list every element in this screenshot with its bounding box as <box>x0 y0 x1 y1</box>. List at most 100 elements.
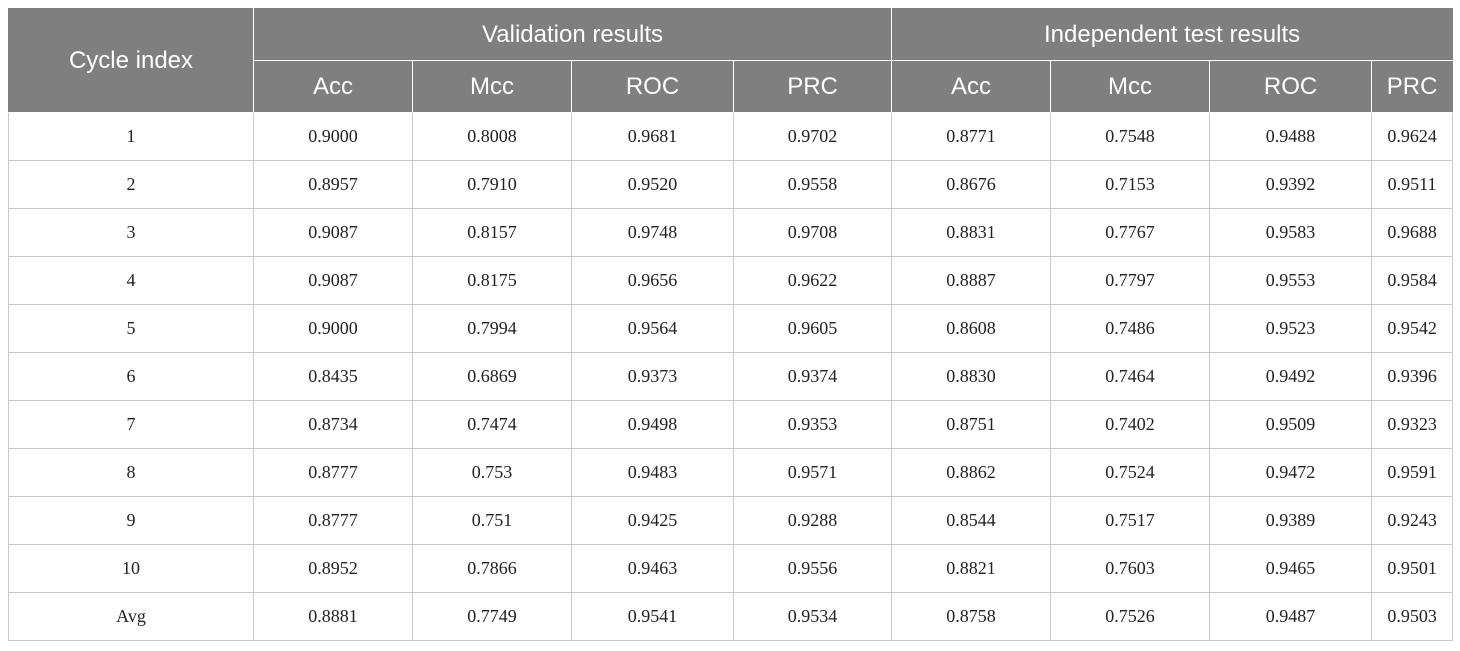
val-prc-cell: 0.9353 <box>732 400 893 449</box>
test-acc-cell: 0.8676 <box>891 160 1052 209</box>
test-prc-cell: 0.9511 <box>1371 160 1454 209</box>
val-mcc-cell: 0.753 <box>412 448 572 497</box>
val-roc-cell: 0.9681 <box>571 112 734 161</box>
test-prc-cell: 0.9591 <box>1371 448 1454 497</box>
test-mcc-cell: 0.7464 <box>1050 352 1211 401</box>
val-acc-cell: 0.8734 <box>253 400 413 449</box>
test-prc-cell: 0.9243 <box>1371 496 1454 545</box>
val-mcc-cell: 0.7474 <box>412 400 572 449</box>
test-mcc-cell: 0.7767 <box>1050 208 1211 257</box>
val-mcc-cell: 0.751 <box>412 496 572 545</box>
val-roc-cell: 0.9564 <box>571 304 734 353</box>
test-acc-cell: 0.8831 <box>891 208 1052 257</box>
val-acc-cell: 0.8777 <box>253 448 413 497</box>
cycle-index-cell: 10 <box>8 544 254 593</box>
cycle-index-cell: 5 <box>8 304 254 353</box>
val-acc-cell: 0.9087 <box>253 208 413 257</box>
test-mcc-cell: 0.7486 <box>1050 304 1211 353</box>
val-prc-cell: 0.9534 <box>732 592 893 641</box>
val-acc-cell: 0.8435 <box>253 352 413 401</box>
val-mcc-cell: 0.8008 <box>412 112 572 161</box>
table-row: 4 0.9087 0.8175 0.9656 0.9622 0.8887 0.7797 0.9… <box>8 256 1454 305</box>
val-mcc-header: Mcc <box>412 60 572 113</box>
test-prc-cell: 0.9688 <box>1371 208 1454 257</box>
val-roc-cell: 0.9498 <box>571 400 734 449</box>
test-mcc-cell: 0.7402 <box>1050 400 1211 449</box>
test-roc-cell: 0.9509 <box>1209 400 1373 449</box>
val-acc-cell: 0.8881 <box>253 592 413 641</box>
val-prc-cell: 0.9702 <box>732 112 893 161</box>
independent-test-results-header: Independent test results <box>891 8 1454 61</box>
table-row: 10 0.8952 0.7866 0.9463 0.9556 0.8821 0.7603 0.… <box>8 544 1454 593</box>
val-prc-cell: 0.9622 <box>732 256 893 305</box>
test-roc-cell: 0.9487 <box>1209 592 1373 641</box>
test-prc-cell: 0.9503 <box>1371 592 1454 641</box>
val-roc-cell: 0.9541 <box>571 592 734 641</box>
test-roc-cell: 0.9472 <box>1209 448 1373 497</box>
val-acc-cell: 0.9087 <box>253 256 413 305</box>
test-roc-cell: 0.9553 <box>1209 256 1373 305</box>
test-acc-cell: 0.8608 <box>891 304 1052 353</box>
val-acc-cell: 0.9000 <box>253 112 413 161</box>
val-roc-cell: 0.9463 <box>571 544 734 593</box>
test-acc-cell: 0.8862 <box>891 448 1052 497</box>
test-prc-cell: 0.9624 <box>1371 112 1454 161</box>
test-roc-cell: 0.9389 <box>1209 496 1373 545</box>
test-roc-cell: 0.9492 <box>1209 352 1373 401</box>
val-mcc-cell: 0.7749 <box>412 592 572 641</box>
val-prc-cell: 0.9374 <box>732 352 893 401</box>
val-prc-cell: 0.9605 <box>732 304 893 353</box>
test-mcc-cell: 0.7524 <box>1050 448 1211 497</box>
validation-results-header: Validation results <box>252 8 893 61</box>
val-roc-cell: 0.9656 <box>571 256 734 305</box>
val-acc-cell: 0.8957 <box>253 160 413 209</box>
test-prc-cell: 0.9501 <box>1371 544 1454 593</box>
test-acc-cell: 0.8830 <box>891 352 1052 401</box>
val-acc-cell: 0.9000 <box>253 304 413 353</box>
table-header: Cycle index Validation results Independe… <box>8 8 1454 113</box>
test-acc-cell: 0.8751 <box>891 400 1052 449</box>
val-roc-cell: 0.9373 <box>571 352 734 401</box>
val-mcc-cell: 0.7910 <box>412 160 572 209</box>
val-mcc-cell: 0.7866 <box>412 544 572 593</box>
val-acc-header: Acc <box>253 60 413 113</box>
val-mcc-cell: 0.8157 <box>412 208 572 257</box>
header-group-row: Cycle index Validation results Independe… <box>8 8 1454 113</box>
test-acc-cell: 0.8544 <box>891 496 1052 545</box>
table-row: 5 0.9000 0.7994 0.9564 0.9605 0.8608 0.7486 0.9… <box>8 304 1454 353</box>
test-roc-cell: 0.9488 <box>1209 112 1373 161</box>
test-prc-cell: 0.9542 <box>1371 304 1454 353</box>
table-body: 1 0.9000 0.8008 0.9681 0.9702 0.8771 0.7548 0.9… <box>8 112 1454 641</box>
val-mcc-cell: 0.8175 <box>412 256 572 305</box>
test-roc-cell: 0.9465 <box>1209 544 1373 593</box>
table-row: 1 0.9000 0.8008 0.9681 0.9702 0.8771 0.7548 0.9… <box>8 112 1454 161</box>
test-prc-cell: 0.9323 <box>1371 400 1454 449</box>
test-acc-cell: 0.8758 <box>891 592 1052 641</box>
val-prc-cell: 0.9288 <box>732 496 893 545</box>
test-acc-cell: 0.8771 <box>891 112 1052 161</box>
val-mcc-cell: 0.6869 <box>412 352 572 401</box>
val-mcc-cell: 0.7994 <box>412 304 572 353</box>
test-roc-header: ROC <box>1209 60 1373 113</box>
table-row: 9 0.8777 0.751 0.9425 0.9288 0.8544 0.7517 0.93… <box>8 496 1454 545</box>
test-mcc-cell: 0.7548 <box>1050 112 1211 161</box>
table-row: 2 0.8957 0.7910 0.9520 0.9558 0.8676 0.7153 0.9… <box>8 160 1454 209</box>
table-row: 3 0.9087 0.8157 0.9748 0.9708 0.8831 0.7767 0.9… <box>8 208 1454 257</box>
test-acc-cell: 0.8821 <box>891 544 1052 593</box>
test-mcc-cell: 0.7526 <box>1050 592 1211 641</box>
cycle-index-cell: 3 <box>8 208 254 257</box>
cycle-index-cell: 9 <box>8 496 254 545</box>
test-mcc-cell: 0.7517 <box>1050 496 1211 545</box>
val-acc-cell: 0.8952 <box>253 544 413 593</box>
cycle-index-cell: 4 <box>8 256 254 305</box>
val-prc-cell: 0.9556 <box>732 544 893 593</box>
test-prc-header: PRC <box>1371 60 1454 113</box>
header-metric-row: Acc Mcc ROC PRC Acc Mcc ROC PRC <box>9 60 1454 113</box>
test-mcc-cell: 0.7603 <box>1050 544 1211 593</box>
table-row: 8 0.8777 0.753 0.9483 0.9571 0.8862 0.7524 0.94… <box>8 448 1454 497</box>
val-roc-cell: 0.9520 <box>571 160 734 209</box>
test-mcc-cell: 0.7153 <box>1050 160 1211 209</box>
cycle-index-cell: 7 <box>8 400 254 449</box>
table-row: 6 0.8435 0.6869 0.9373 0.9374 0.8830 0.7464 0.9… <box>8 352 1454 401</box>
test-mcc-cell: 0.7797 <box>1050 256 1211 305</box>
